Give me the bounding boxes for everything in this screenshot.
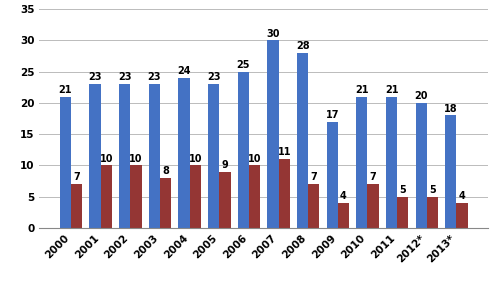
Text: 23: 23 [207, 72, 220, 82]
Text: 9: 9 [221, 160, 228, 170]
Bar [367, 184, 379, 228]
Bar [356, 97, 367, 228]
Bar [190, 165, 201, 228]
Text: 23: 23 [147, 72, 161, 82]
Text: 28: 28 [296, 41, 310, 51]
Text: 10: 10 [188, 154, 202, 164]
Bar [71, 184, 82, 228]
Bar [130, 165, 141, 228]
Bar [326, 122, 338, 228]
Bar [89, 84, 101, 228]
Bar [178, 78, 190, 228]
Text: 5: 5 [399, 185, 406, 195]
Text: 21: 21 [385, 85, 398, 95]
Bar [297, 53, 308, 228]
Text: 10: 10 [100, 154, 113, 164]
Bar [238, 72, 249, 228]
Bar [427, 197, 438, 228]
Text: 24: 24 [177, 66, 191, 76]
Bar [60, 97, 71, 228]
Text: 23: 23 [118, 72, 132, 82]
Bar [208, 84, 219, 228]
Text: 11: 11 [278, 147, 291, 157]
Text: 30: 30 [266, 29, 280, 39]
Bar [308, 184, 319, 228]
Bar [397, 197, 408, 228]
Text: 7: 7 [311, 172, 317, 182]
Text: 18: 18 [444, 104, 458, 114]
Text: 7: 7 [370, 172, 377, 182]
Bar [267, 40, 279, 228]
Text: 4: 4 [458, 191, 465, 201]
Text: 4: 4 [340, 191, 347, 201]
Text: 8: 8 [162, 166, 169, 176]
Bar [149, 84, 160, 228]
Text: 5: 5 [429, 185, 436, 195]
Text: 21: 21 [59, 85, 72, 95]
Bar [386, 97, 397, 228]
Text: 20: 20 [415, 91, 428, 101]
Bar [279, 159, 290, 228]
Bar [219, 172, 231, 228]
Text: 17: 17 [325, 110, 339, 120]
Bar [445, 116, 457, 228]
Bar [119, 84, 130, 228]
Bar [249, 165, 260, 228]
Text: 10: 10 [248, 154, 261, 164]
Text: 25: 25 [237, 60, 250, 70]
Bar [416, 103, 427, 228]
Bar [338, 203, 349, 228]
Bar [101, 165, 112, 228]
Bar [160, 178, 171, 228]
Text: 21: 21 [355, 85, 369, 95]
Text: 23: 23 [88, 72, 102, 82]
Bar [457, 203, 468, 228]
Text: 10: 10 [129, 154, 143, 164]
Text: 7: 7 [73, 172, 80, 182]
